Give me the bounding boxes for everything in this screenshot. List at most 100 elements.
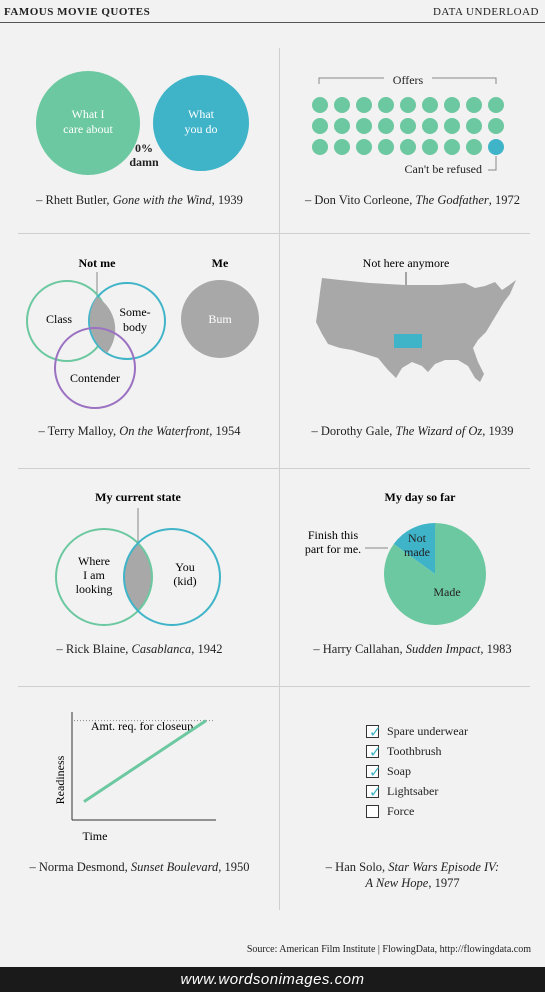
threshold-label: Amt. req. for closeup — [91, 719, 193, 733]
offer-dot — [444, 97, 460, 113]
row-divider-1 — [18, 233, 530, 234]
pie-slice-made — [384, 523, 486, 625]
somebody-label-1: Some- — [119, 305, 150, 319]
column-divider — [279, 48, 280, 910]
contender-label: Contender — [70, 371, 120, 385]
not-me-title: Not me — [79, 256, 117, 270]
offer-dot — [444, 118, 460, 134]
where-label-3: looking — [76, 582, 113, 596]
y-axis-label: Readiness — [53, 755, 67, 804]
offer-dot — [356, 97, 372, 113]
contender-circle — [54, 327, 136, 409]
offer-dot — [400, 139, 416, 155]
care-about-label-2: care about — [63, 122, 113, 136]
offers-label: Offers — [393, 73, 424, 87]
not-made-label-1: Not — [408, 531, 427, 545]
offer-dot — [400, 118, 416, 134]
han-caption-1: – Han Solo, Star Wars Episode IV: — [325, 860, 500, 874]
offer-dot — [422, 118, 438, 134]
offer-dot — [466, 118, 482, 134]
dot-grid-group — [312, 97, 504, 155]
you-do-label-2: you do — [185, 122, 218, 136]
rhett-venn: What I care about What you do 0% damn — [36, 71, 249, 175]
somebody-circle — [88, 282, 166, 360]
care-about-label-1: What I — [72, 107, 105, 121]
somebody-label-2: body — [123, 320, 147, 334]
header-rule — [0, 22, 545, 23]
han-caption-2: A New Hope, 1977 — [365, 876, 460, 890]
terry-venn: Not me Me Class Some- body Contender Bum — [26, 256, 259, 409]
where-looking-circle — [55, 528, 153, 626]
usa-map-shape — [316, 278, 516, 382]
offer-dot — [378, 97, 394, 113]
checked-box-icon: ✓ — [366, 743, 382, 761]
checked-box-icon: ✓ — [366, 763, 382, 781]
offer-dot — [312, 118, 328, 134]
not-here-label: Not here anymore — [363, 256, 450, 270]
harry-caption: – Harry Callahan, Sudden Impact, 1983 — [313, 642, 512, 656]
annotation-line-1: Finish this — [308, 528, 359, 542]
rick-caption: – Rick Blaine, Casablanca, 1942 — [56, 642, 223, 656]
class-label: Class — [46, 312, 72, 326]
you-label-1: You — [175, 560, 194, 574]
offer-dot — [378, 139, 394, 155]
offer-dot — [422, 139, 438, 155]
offer-dot — [422, 97, 438, 113]
checked-box-icon: ✓ — [366, 783, 382, 801]
zero-damn-label-2: damn — [129, 155, 159, 169]
offer-dot — [334, 118, 350, 134]
row-divider-3 — [18, 686, 530, 687]
zero-damn-label-1: 0% — [135, 141, 153, 155]
current-state-title: My current state — [95, 490, 181, 504]
you-do-circle — [153, 75, 249, 171]
pie-slices — [384, 523, 486, 625]
where-label-2: I am — [83, 568, 105, 582]
cant-be-refused-label: Can't be refused — [405, 162, 482, 176]
you-do-label-1: What — [188, 107, 215, 121]
rhett-caption: – Rhett Butler, Gone with the Wind, 1939 — [36, 193, 243, 207]
norma-line-chart: Amt. req. for closeup Time Readiness — [53, 712, 216, 843]
brand-name: DATA UNDERLOAD — [432, 6, 539, 18]
checkmark-icon: ✓ — [369, 763, 382, 781]
offer-dot — [378, 118, 394, 134]
offer-dot — [356, 118, 372, 134]
offer-dot — [356, 139, 372, 155]
dorothy-map: Not here anymore — [316, 256, 516, 382]
care-about-circle — [36, 71, 140, 175]
checkmark-icon: ✓ — [369, 723, 382, 741]
offer-dot — [488, 118, 504, 134]
harry-pie-chart: My day so far Finish this part for me. N… — [305, 490, 486, 625]
where-label-1: Where — [78, 554, 110, 568]
offer-dot — [466, 97, 482, 113]
you-label-2: (kid) — [173, 574, 196, 588]
me-title: Me — [212, 256, 229, 270]
kansas-highlight — [394, 334, 422, 348]
page-title: FAMOUS MOVIE QUOTES — [4, 6, 151, 18]
dorothy-caption: – Dorothy Gale, The Wizard of Oz, 1939 — [311, 424, 514, 438]
checked-box-icon: ✓ — [366, 723, 382, 741]
not-made-label-2: made — [404, 545, 430, 559]
readiness-line — [83, 719, 207, 803]
row-divider-2 — [18, 468, 530, 469]
checklist-label: Lightsaber — [387, 784, 439, 798]
checklist-label: Toothbrush — [387, 744, 442, 758]
x-axis-label: Time — [83, 829, 108, 843]
checklist-label: Spare underwear — [387, 724, 468, 738]
checklist-label: Soap — [387, 764, 411, 778]
checkmark-icon: ✓ — [369, 783, 382, 801]
offer-dot — [488, 97, 504, 113]
you-kid-circle — [123, 528, 221, 626]
offer-dot — [444, 139, 460, 155]
rick-venn: My current state Where I am looking You … — [55, 490, 221, 626]
checkmark-icon: ✓ — [369, 743, 382, 761]
vito-caption: – Don Vito Corleone, The Godfather, 1972 — [305, 193, 520, 207]
source-note: Source: American Film Institute | Flowin… — [246, 944, 531, 955]
norma-caption: – Norma Desmond, Sunset Boulevard, 1950 — [29, 860, 250, 874]
offer-dot — [334, 97, 350, 113]
offer-dot — [312, 139, 328, 155]
overlap-region — [89, 297, 116, 353]
annotation-line-2: part for me. — [305, 542, 361, 556]
refused-offer-dot — [488, 139, 504, 155]
offer-dot — [312, 97, 328, 113]
bum-circle — [181, 280, 259, 358]
